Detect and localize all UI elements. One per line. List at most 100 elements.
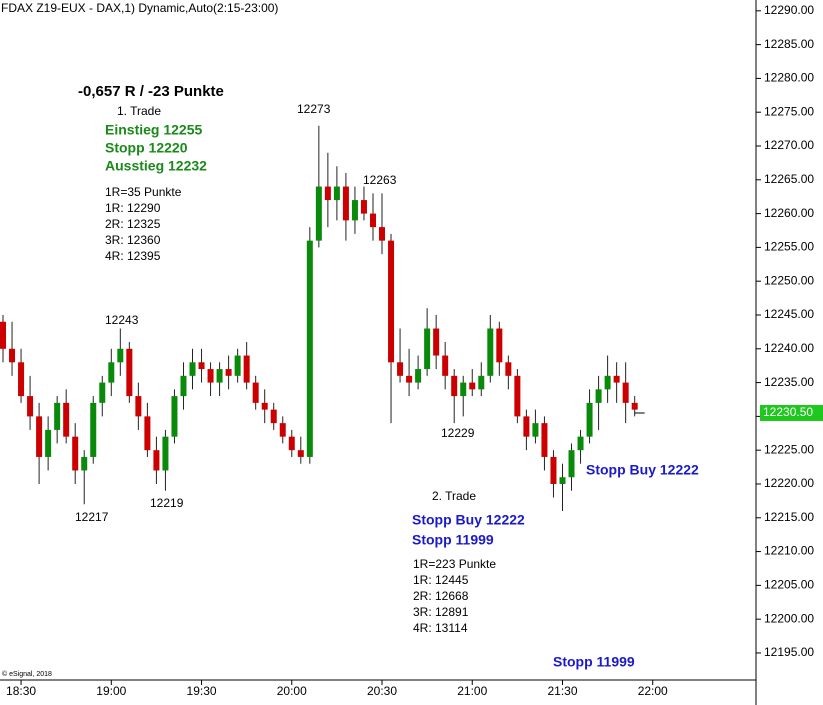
y-tick-label: 12245.00 xyxy=(764,307,814,321)
chart-title: FDAX Z19-EUX - DAX,1) Dynamic,Auto(2:15-… xyxy=(1,1,278,15)
y-tick-label: 12250.00 xyxy=(764,273,814,287)
annotation: 12219 xyxy=(150,496,184,510)
x-tick-label: 22:00 xyxy=(638,684,668,698)
candle-body xyxy=(532,423,539,437)
candle-body xyxy=(622,382,629,403)
candle-body xyxy=(433,328,440,356)
annotation: 2R: 12668 xyxy=(413,589,469,603)
annotation: 12217 xyxy=(75,510,109,524)
candle-body xyxy=(342,186,349,221)
x-tick-label: 20:00 xyxy=(277,684,307,698)
candle-body xyxy=(27,396,34,417)
candle-body xyxy=(442,355,449,376)
candle-body xyxy=(613,375,620,383)
x-tick-label: 21:00 xyxy=(457,684,487,698)
annotation: 1R: 12445 xyxy=(413,573,469,587)
y-tick-label: 12195.00 xyxy=(764,645,814,659)
candle-body xyxy=(415,369,422,383)
annotation: 1R: 12290 xyxy=(105,201,161,215)
candle-body xyxy=(306,240,313,457)
annotation: 2. Trade xyxy=(432,489,476,503)
y-tick-label: 12220.00 xyxy=(764,476,814,490)
candle-body xyxy=(360,200,367,214)
candle-body xyxy=(198,362,205,370)
candle-body xyxy=(568,450,575,478)
candle-body xyxy=(351,200,358,221)
candle-body xyxy=(541,423,548,457)
x-tick-label: 19:30 xyxy=(187,684,217,698)
candle-body xyxy=(451,375,458,397)
annotation: Ausstieg 12232 xyxy=(105,158,207,174)
y-tick-label: 12270.00 xyxy=(764,138,814,152)
x-tick-label: 21:30 xyxy=(547,684,577,698)
candle-body xyxy=(108,362,115,383)
y-tick-label: 12200.00 xyxy=(764,611,814,625)
y-tick-label: 12205.00 xyxy=(764,578,814,592)
annotation: 3R: 12360 xyxy=(105,233,161,247)
candle-body xyxy=(469,382,476,390)
annotation: 12273 xyxy=(297,102,331,116)
candle-body xyxy=(216,369,223,383)
candle-body xyxy=(36,416,43,457)
candle-body xyxy=(81,456,88,471)
candle-body xyxy=(162,436,169,471)
credit: © eSignal, 2018 xyxy=(2,670,52,678)
candle-body xyxy=(135,396,142,417)
candle-body xyxy=(63,402,70,437)
candle-body xyxy=(45,429,52,457)
candle-body xyxy=(0,321,7,349)
annotation: 4R: 12395 xyxy=(105,249,161,263)
annotation: 12243 xyxy=(105,313,139,327)
y-tick-label: 12225.00 xyxy=(764,442,814,456)
y-tick-label: 12215.00 xyxy=(764,510,814,524)
candle-body xyxy=(234,355,241,376)
y-tick-label: 12240.00 xyxy=(764,341,814,355)
candle-body xyxy=(180,375,187,397)
candle-body xyxy=(288,436,295,451)
y-tick-label: 12260.00 xyxy=(764,206,814,220)
y-tick-label: 12265.00 xyxy=(764,172,814,186)
annotation: Stopp 12220 xyxy=(105,140,188,156)
annotation: 1. Trade xyxy=(117,104,161,118)
candle-body xyxy=(559,477,566,484)
candle-body xyxy=(9,348,16,363)
candle-body xyxy=(261,402,268,410)
annotation: Stopp Buy 12222 xyxy=(412,512,525,528)
annotation: 1R=223 Punkte xyxy=(413,557,496,571)
candle-body xyxy=(297,450,304,457)
y-tick-label: 12290.00 xyxy=(764,3,814,17)
y-tick-label: 12235.00 xyxy=(764,375,814,389)
candle-body xyxy=(117,348,124,363)
candle-body xyxy=(397,362,404,376)
candle-body xyxy=(18,362,25,397)
last-price-label: 12230.50 xyxy=(763,405,813,419)
y-tick-label: 12285.00 xyxy=(764,37,814,51)
candle-body xyxy=(171,396,178,437)
candle-body xyxy=(604,375,611,390)
candle-body xyxy=(577,436,584,451)
candle-body xyxy=(225,369,232,376)
candle-body xyxy=(478,375,485,390)
candle-body xyxy=(631,402,638,410)
annotation: Einstieg 12255 xyxy=(105,122,202,138)
annotation: Stopp 11999 xyxy=(553,654,635,670)
annotation: 12263 xyxy=(363,173,397,187)
candle-body xyxy=(505,362,512,376)
annotation: -0,657 R / -23 Punkte xyxy=(78,83,224,100)
candle-body xyxy=(315,186,322,241)
annotation: 1R=35 Punkte xyxy=(105,185,182,199)
y-tick-label: 12255.00 xyxy=(764,240,814,254)
candle-body xyxy=(460,382,467,397)
candle-body xyxy=(279,423,286,437)
y-tick-label: 12210.00 xyxy=(764,544,814,558)
annotation: 3R: 12891 xyxy=(413,605,469,619)
candle-body xyxy=(153,450,160,471)
candle-body xyxy=(72,436,79,471)
candle-body xyxy=(514,375,521,417)
last-price-box xyxy=(760,405,823,422)
candle-body xyxy=(586,402,593,437)
candle-body xyxy=(54,402,61,430)
